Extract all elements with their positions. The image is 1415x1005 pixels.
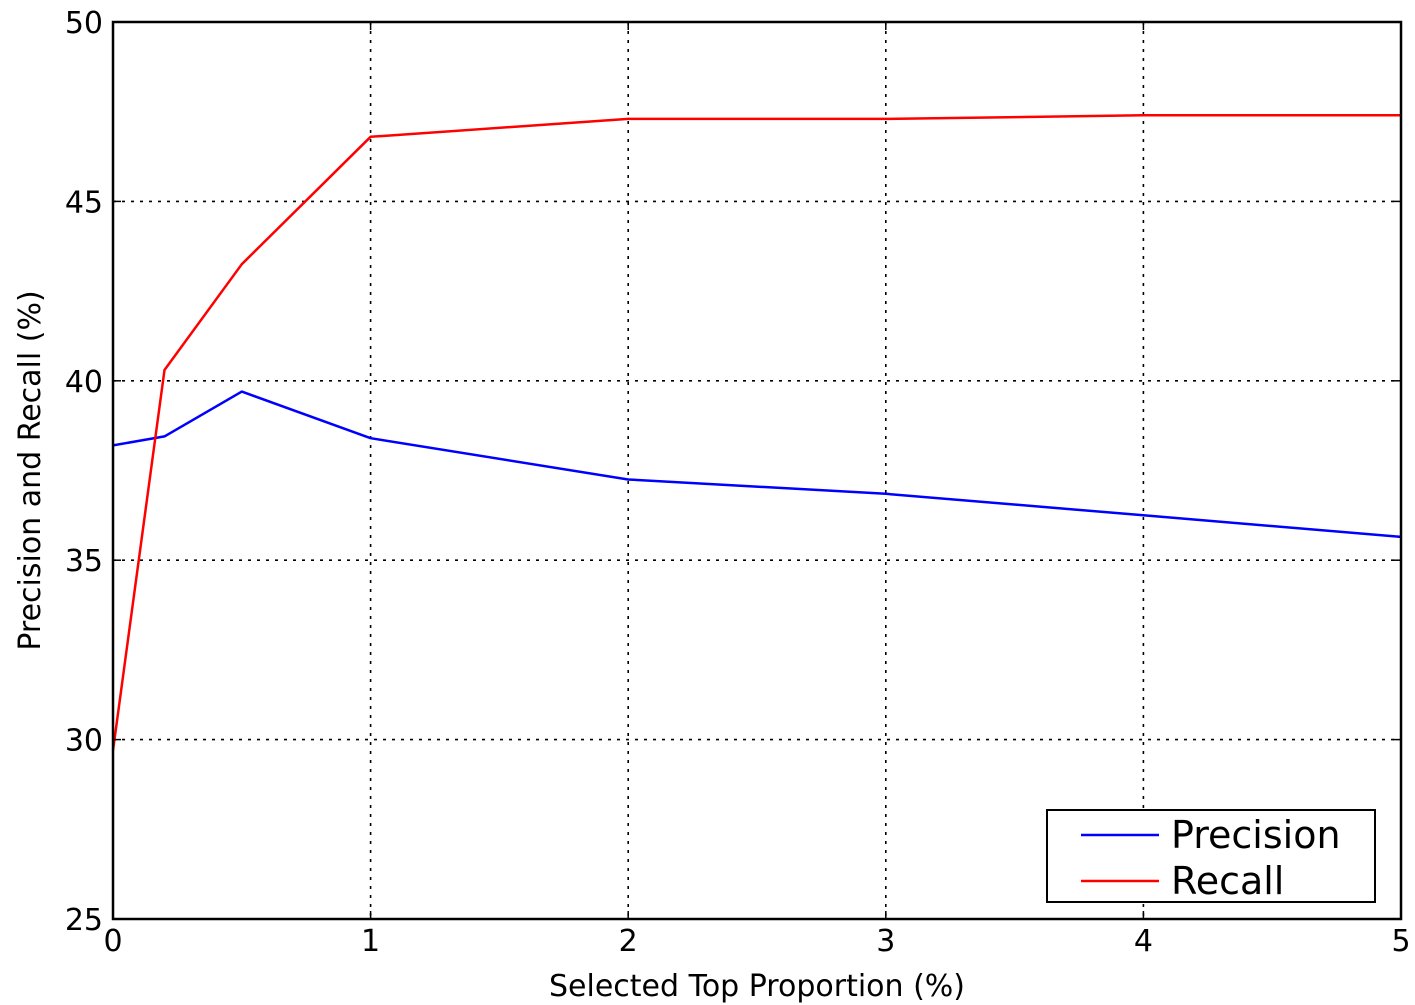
legend-label-recall: Recall [1171, 859, 1284, 903]
plot-frame [111, 20, 1403, 921]
x-tick-label: 0 [103, 924, 122, 959]
x-tick-label: 4 [1134, 924, 1153, 959]
x-axis-label: Selected Top Proportion (%) [549, 969, 965, 1004]
y-tick-label: 30 [65, 724, 103, 759]
series-layer [111, 114, 1402, 751]
grid-layer [113, 22, 1401, 919]
x-tick-label: 5 [1391, 924, 1410, 959]
y-tick-label: 45 [65, 185, 103, 220]
y-tick-label: 35 [65, 544, 103, 579]
x-tick-label: 3 [876, 924, 895, 959]
x-tick-label: 2 [619, 924, 638, 959]
series-line-precision [112, 390, 1402, 539]
series-line-recall [111, 114, 1401, 751]
y-tick-label: 40 [65, 365, 103, 400]
legend-box [1046, 809, 1376, 903]
x-tick-label: 1 [361, 924, 380, 959]
y-tick-label: 50 [65, 6, 103, 41]
y-axis-label: Precision and Recall (%) [13, 290, 48, 650]
legend-label-precision: Precision [1171, 813, 1341, 857]
y-tick-label: 25 [65, 903, 103, 938]
